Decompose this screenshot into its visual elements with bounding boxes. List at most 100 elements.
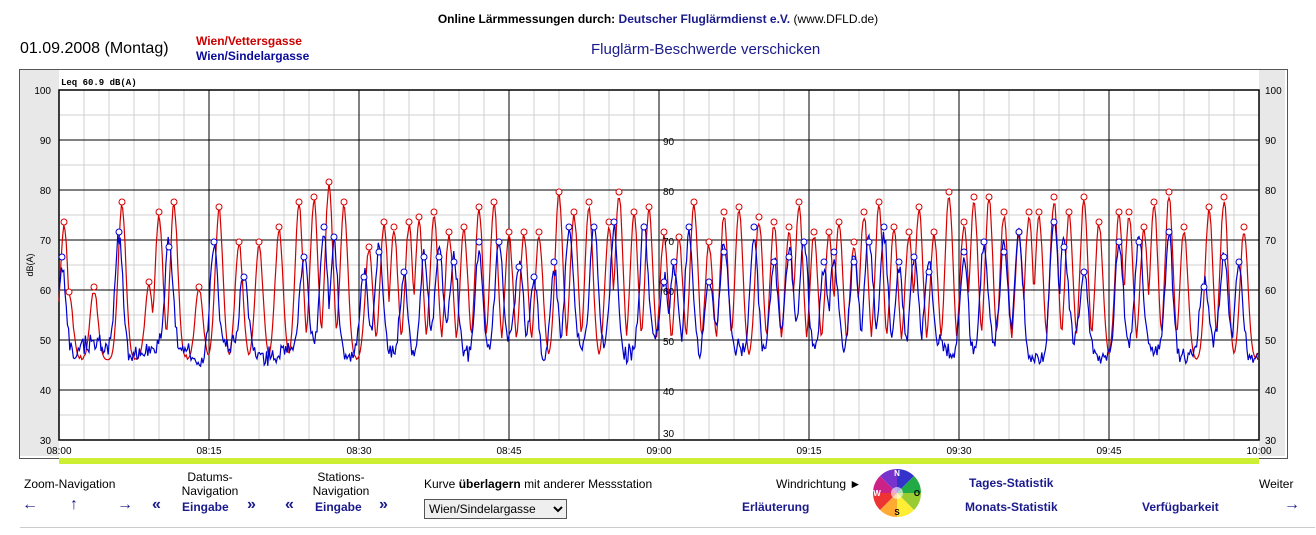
x-tick-label: 08:45: [496, 446, 521, 457]
series-sindelargasse-line: [58, 220, 1259, 368]
station-next-icon[interactable]: »: [379, 496, 388, 513]
series-vettersgasse-peak-marker: [1180, 223, 1188, 231]
compass-n: N: [894, 469, 900, 478]
series-sindelargasse-peak-marker: [1235, 258, 1243, 266]
series-vettersgasse-peak-marker: [690, 198, 698, 206]
series-sindelargasse-peak-marker: [550, 258, 558, 266]
series-vettersgasse-peak-marker: [1035, 208, 1043, 216]
date-entry-link[interactable]: Eingabe: [182, 500, 229, 514]
series-vettersgasse-peak-marker: [445, 228, 453, 236]
series-vettersgasse-peak-marker: [475, 203, 483, 211]
y-tick-left: 30: [40, 436, 52, 447]
series-vettersgasse-peak-marker: [325, 178, 333, 186]
next-label: Weiter: [1259, 477, 1294, 491]
overlay-post: mit anderer Messstation: [524, 477, 653, 491]
series-vettersgasse-peak-marker: [195, 283, 203, 291]
org-link[interactable]: Deutscher Fluglärmdienst e.V.: [618, 12, 791, 26]
monthly-stats-link[interactable]: Monats-Statistik: [965, 500, 1058, 514]
y-tick-secondary: 40: [663, 387, 675, 398]
bottom-divider: [20, 527, 1315, 528]
compass-s: S: [894, 508, 900, 517]
series-vettersgasse-peak-marker: [1080, 193, 1088, 201]
series-sindelargasse-peak-marker: [360, 273, 368, 281]
series-sindelargasse-peak-marker: [1050, 218, 1058, 226]
station-2-legend: Wien/Sindelargasse: [196, 49, 310, 63]
x-tick-label: 09:45: [1096, 446, 1121, 457]
series-sindelargasse-peak-marker: [565, 223, 573, 231]
y-tick-secondary: 60: [663, 287, 675, 298]
station-1-legend: Wien/Vettersgasse: [196, 34, 302, 48]
series-sindelargasse-peak-marker: [210, 238, 218, 246]
y-tick-left: 40: [40, 386, 52, 397]
series-sindelargasse-peak-marker: [1200, 283, 1208, 291]
series-vettersgasse-peak-marker: [850, 238, 858, 246]
series-vettersgasse-peak-marker: [1150, 198, 1158, 206]
series-vettersgasse-peak-marker: [155, 208, 163, 216]
x-tick-label: 08:30: [346, 446, 371, 457]
next-arrow-icon[interactable]: →: [1284, 496, 1300, 513]
series-vettersgasse-peak-marker: [365, 243, 373, 251]
x-tick-label: 08:00: [46, 446, 71, 457]
series-vettersgasse-peak-marker: [340, 198, 348, 206]
series-vettersgasse-peak-marker: [1205, 203, 1213, 211]
series-vettersgasse-peak-marker: [310, 193, 318, 201]
series-vettersgasse-peak-marker: [795, 198, 803, 206]
zoom-right-arrow-icon[interactable]: →: [117, 496, 133, 513]
series-vettersgasse-peak-marker: [905, 228, 913, 236]
y-tick-secondary: 70: [663, 237, 675, 248]
overlay-pre: Kurve: [424, 477, 456, 491]
series-sindelargasse-peak-marker: [830, 248, 838, 256]
series-vettersgasse-peak-marker: [1140, 223, 1148, 231]
zoom-out-arrow-icon[interactable]: ↑: [70, 496, 78, 513]
x-tick-label: 09:30: [946, 446, 971, 457]
y-tick-secondary: 30: [663, 429, 675, 440]
date-next-icon[interactable]: »: [247, 496, 256, 513]
series-sindelargasse-peak-marker: [750, 223, 758, 231]
series-sindelargasse-peak-marker: [58, 253, 66, 261]
overlay-bold: überlagern: [458, 477, 521, 491]
x-tick-label: 09:00: [646, 446, 671, 457]
series-vettersgasse-peak-marker: [675, 233, 683, 241]
series-vettersgasse-peak-marker: [118, 198, 126, 206]
series-vettersgasse-peak-marker: [985, 193, 993, 201]
date-prev-icon[interactable]: «: [152, 496, 161, 513]
series-vettersgasse-peak-marker: [1125, 208, 1133, 216]
series-sindelargasse-peak-marker: [925, 268, 933, 276]
wind-compass-icon[interactable]: N O S W: [872, 468, 922, 518]
series-vettersgasse-peak-marker: [585, 198, 593, 206]
right-axis-panel: [1259, 70, 1285, 456]
y-tick-right: 70: [1265, 236, 1277, 247]
series-vettersgasse-peak-marker: [1065, 208, 1073, 216]
series-sindelargasse-peak-marker: [880, 223, 888, 231]
station-entry-link[interactable]: Eingabe: [315, 500, 362, 514]
availability-link[interactable]: Verfügbarkeit: [1142, 500, 1219, 514]
series-sindelargasse-peak-marker: [895, 258, 903, 266]
complaint-link[interactable]: Fluglärm-Beschwerde verschicken: [591, 41, 821, 58]
series-vettersgasse-peak-marker: [960, 218, 968, 226]
x-tick-label: 10:00: [1246, 446, 1271, 457]
series-vettersgasse-peak-marker: [630, 208, 638, 216]
series-sindelargasse-peak-marker: [420, 253, 428, 261]
series-vettersgasse-peak-marker: [1025, 208, 1033, 216]
series-vettersgasse-peak-marker: [1095, 218, 1103, 226]
series-sindelargasse-peak-marker: [495, 238, 503, 246]
series-sindelargasse-peak-marker: [770, 258, 778, 266]
time-range-bar[interactable]: [59, 458, 1259, 464]
series-vettersgasse-peak-marker: [720, 208, 728, 216]
series-vettersgasse-peak-marker: [770, 218, 778, 226]
overlay-station-select[interactable]: Wien/Sindelargasse: [424, 499, 567, 519]
series-vettersgasse-peak-marker: [460, 223, 468, 231]
zoom-left-arrow-icon[interactable]: ←: [22, 496, 38, 513]
explanation-link[interactable]: Erläuterung: [742, 500, 810, 514]
station-prev-icon[interactable]: «: [285, 496, 294, 513]
daily-stats-link[interactable]: Tages-Statistik: [969, 476, 1054, 490]
series-vettersgasse-peak-marker: [145, 278, 153, 286]
series-vettersgasse-peak-marker: [705, 238, 713, 246]
y-tick-left: 90: [40, 136, 52, 147]
series-sindelargasse-peak-marker: [320, 223, 328, 231]
series-vettersgasse-peak-marker: [1220, 193, 1228, 201]
series-sindelargasse-peak-marker: [515, 263, 523, 271]
x-tick-label: 08:15: [196, 446, 221, 457]
series-sindelargasse-peak-marker: [1060, 243, 1068, 251]
series-vettersgasse-peak-marker: [60, 218, 68, 226]
